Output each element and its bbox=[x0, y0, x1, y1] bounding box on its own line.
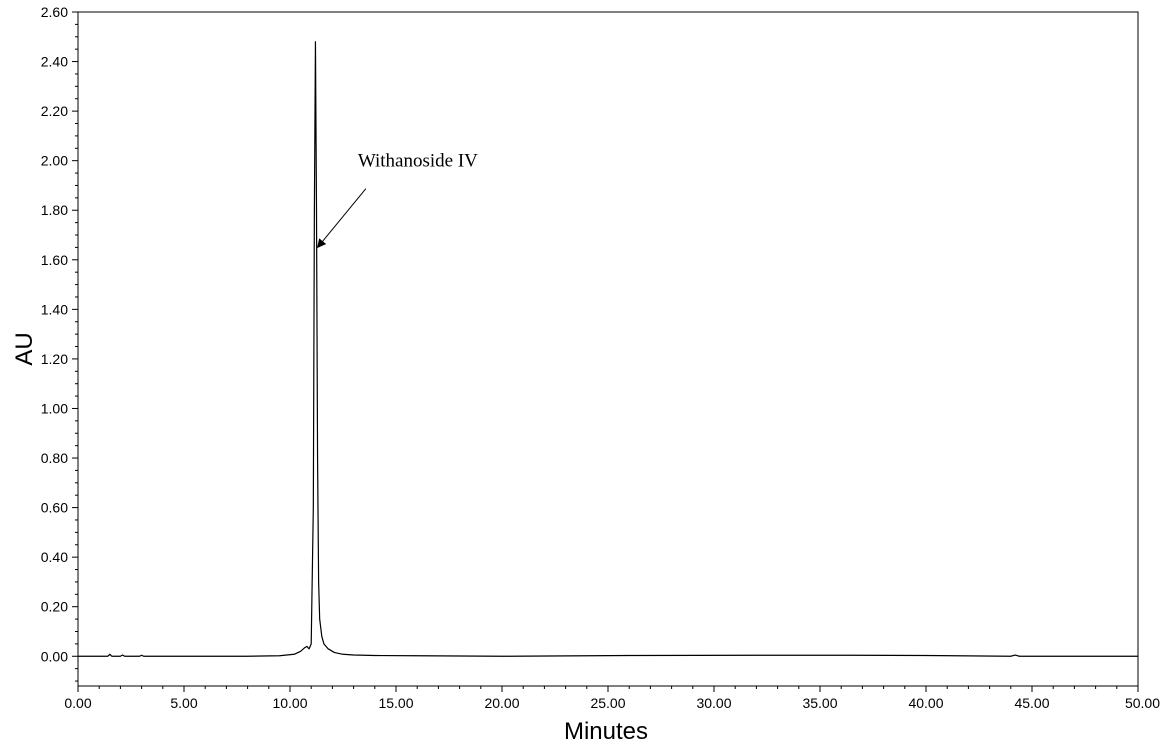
plot-frame bbox=[77, 11, 1139, 687]
x-tick-label: 0.00 bbox=[64, 695, 91, 711]
x-tick-label: 50.00 bbox=[1125, 695, 1160, 711]
x-axis: 0.00 5.00 10.00 15.00 20.00 25.00 30.00 35.00 40… bbox=[64, 686, 1160, 711]
x-tick-label: 10.00 bbox=[272, 695, 307, 711]
x-tick-label: 30.00 bbox=[696, 695, 731, 711]
y-axis-title: AU bbox=[11, 332, 38, 365]
y-tick-label: 1.20 bbox=[41, 351, 68, 367]
y-tick-label: 2.60 bbox=[41, 4, 68, 20]
y-tick-label: 1.40 bbox=[41, 301, 68, 317]
y-tick-label: 0.60 bbox=[41, 500, 68, 516]
annotation-layer: Withanoside IV bbox=[316, 151, 478, 249]
y-tick-label: 1.60 bbox=[41, 252, 68, 268]
annotation-arrow bbox=[316, 188, 367, 249]
series-line bbox=[78, 41, 1138, 657]
y-tick-label: 2.20 bbox=[41, 103, 68, 119]
y-tick-label: 1.00 bbox=[41, 400, 68, 416]
y-tick-label: 2.00 bbox=[41, 153, 68, 169]
y-tick-label: 0.00 bbox=[41, 648, 68, 664]
x-tick-label: 5.00 bbox=[170, 695, 197, 711]
x-tick-label: 15.00 bbox=[378, 695, 413, 711]
x-tick-label: 40.00 bbox=[908, 695, 943, 711]
y-tick-label: 1.80 bbox=[41, 202, 68, 218]
peak-annotation-label: Withanoside IV bbox=[358, 151, 478, 172]
x-axis-title: Minutes bbox=[564, 718, 648, 745]
y-tick-label: 2.40 bbox=[41, 54, 68, 70]
series-layer bbox=[78, 41, 1138, 657]
x-tick-label: 35.00 bbox=[802, 695, 837, 711]
x-tick-label: 25.00 bbox=[590, 695, 625, 711]
x-tick-label: 45.00 bbox=[1014, 695, 1049, 711]
y-axis: 0.00 0.20 0.40 0.60 0.80 1.00 1.20 1.40 1.60 1.80… bbox=[41, 4, 78, 682]
y-tick-label: 0.40 bbox=[41, 549, 68, 565]
y-tick-label: 0.20 bbox=[41, 599, 68, 615]
y-tick-label: 0.80 bbox=[41, 450, 68, 466]
x-tick-label: 20.00 bbox=[484, 695, 519, 711]
